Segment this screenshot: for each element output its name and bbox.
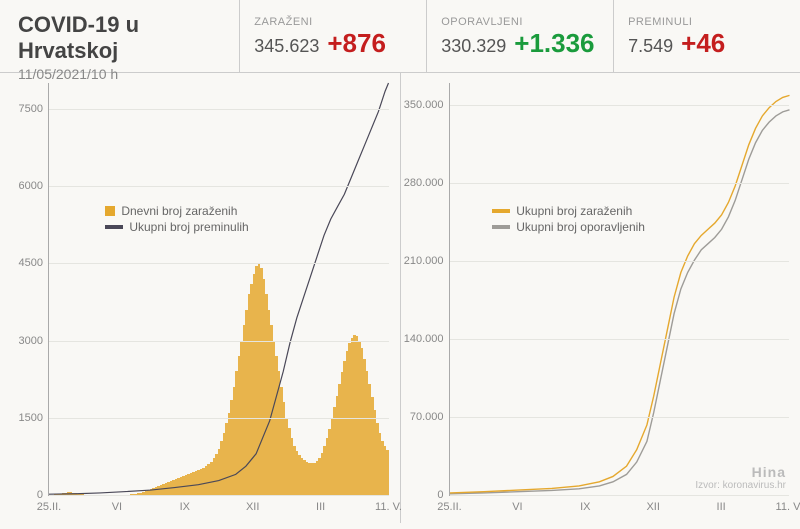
x-tick-label: VI xyxy=(512,495,522,513)
y-tick-label: 70.000 xyxy=(410,411,450,423)
legend-label: Ukupni broj zaraženih xyxy=(516,204,632,218)
gridline xyxy=(49,418,389,419)
watermark-brand: Hina xyxy=(695,464,786,480)
chart-right-panel: Ukupni broj zaraženih Ukupni broj oporavl… xyxy=(401,73,800,523)
x-tick-label: III xyxy=(717,495,726,513)
x-tick-label: XII xyxy=(246,495,259,513)
header-row: COVID-19 u Hrvatskoj 11/05/2021/10 h ZAR… xyxy=(0,0,800,73)
y-tick-label: 1500 xyxy=(19,412,49,424)
gridline xyxy=(49,495,389,496)
chart-left-plot: Dnevni broj zaraženih Ukupni broj preminu… xyxy=(48,83,389,496)
gridline xyxy=(450,105,790,106)
x-tick-label: 11. V. xyxy=(776,495,800,513)
y-tick-label: 350.000 xyxy=(404,99,450,111)
stat-recovered: OPORAVLJENI 330.329 +1.336 xyxy=(427,0,614,72)
stat-deaths: PREMINULI 7.549 +46 xyxy=(614,0,800,72)
stat-delta: +876 xyxy=(327,28,386,59)
y-tick-label: 280.000 xyxy=(404,177,450,189)
watermark: Hina Izvor: koronavirus.hr xyxy=(695,464,786,491)
x-tick-label: 11. V. xyxy=(375,495,402,513)
recovered-cumulative-line xyxy=(450,110,790,494)
stat-label: PREMINULI xyxy=(628,16,786,28)
legend-item: Dnevni broj zaraženih xyxy=(105,204,248,218)
y-tick-label: 7500 xyxy=(19,103,49,115)
legend-swatch xyxy=(492,225,510,229)
legend-label: Ukupni broj oporavljenih xyxy=(516,220,645,234)
stat-total: 345.623 xyxy=(254,36,319,57)
gridline xyxy=(49,341,389,342)
legend-label: Dnevni broj zaraženih xyxy=(121,204,237,218)
stat-total: 330.329 xyxy=(441,36,506,57)
stat-delta: +1.336 xyxy=(514,28,594,59)
stat-delta: +46 xyxy=(681,28,725,59)
chart-right-plot: Ukupni broj zaraženih Ukupni broj oporavl… xyxy=(449,83,790,496)
x-tick-label: 25.II. xyxy=(37,495,61,513)
legend-item: Ukupni broj zaraženih xyxy=(492,204,645,218)
y-tick-label: 3000 xyxy=(19,335,49,347)
watermark-source: Izvor: koronavirus.hr xyxy=(695,480,786,491)
y-tick-label: 4500 xyxy=(19,257,49,269)
y-tick-label: 6000 xyxy=(19,180,49,192)
deaths-line-svg xyxy=(49,83,389,495)
x-tick-label: VI xyxy=(112,495,122,513)
x-tick-label: IX xyxy=(580,495,590,513)
y-tick-label: 140.000 xyxy=(404,333,450,345)
stat-label: ZARAŽENI xyxy=(254,16,412,28)
legend-item: Ukupni broj preminulih xyxy=(105,220,248,234)
chart-right-legend: Ukupni broj zaraženih Ukupni broj oporavl… xyxy=(490,198,647,240)
chart-left-legend: Dnevni broj zaraženih Ukupni broj preminu… xyxy=(103,198,250,240)
deaths-cumulative-line xyxy=(49,83,389,494)
x-tick-label: III xyxy=(316,495,325,513)
legend-swatch xyxy=(105,206,115,216)
gridline xyxy=(450,495,790,496)
legend-swatch xyxy=(492,209,510,213)
gridline xyxy=(450,261,790,262)
cumulative-lines-svg xyxy=(450,83,790,495)
stat-total: 7.549 xyxy=(628,36,673,57)
gridline xyxy=(450,183,790,184)
gridline xyxy=(49,263,389,264)
title-block: COVID-19 u Hrvatskoj 11/05/2021/10 h xyxy=(0,0,240,72)
gridline xyxy=(49,109,389,110)
chart-left-panel: Dnevni broj zaraženih Ukupni broj preminu… xyxy=(0,73,401,523)
infographic-container: COVID-19 u Hrvatskoj 11/05/2021/10 h ZAR… xyxy=(0,0,800,529)
gridline xyxy=(450,417,790,418)
gridline xyxy=(450,339,790,340)
gridline xyxy=(49,186,389,187)
legend-swatch xyxy=(105,225,123,229)
charts-row: Dnevni broj zaraženih Ukupni broj preminu… xyxy=(0,73,800,523)
infected-cumulative-line xyxy=(450,95,790,493)
stat-infected: ZARAŽENI 345.623 +876 xyxy=(240,0,427,72)
legend-label: Ukupni broj preminulih xyxy=(129,220,248,234)
y-tick-label: 210.000 xyxy=(404,255,450,267)
x-tick-label: IX xyxy=(180,495,190,513)
main-title: COVID-19 u Hrvatskoj xyxy=(18,12,223,64)
legend-item: Ukupni broj oporavljenih xyxy=(492,220,645,234)
stat-label: OPORAVLJENI xyxy=(441,16,599,28)
x-tick-label: 25.II. xyxy=(437,495,461,513)
x-tick-label: XII xyxy=(646,495,659,513)
